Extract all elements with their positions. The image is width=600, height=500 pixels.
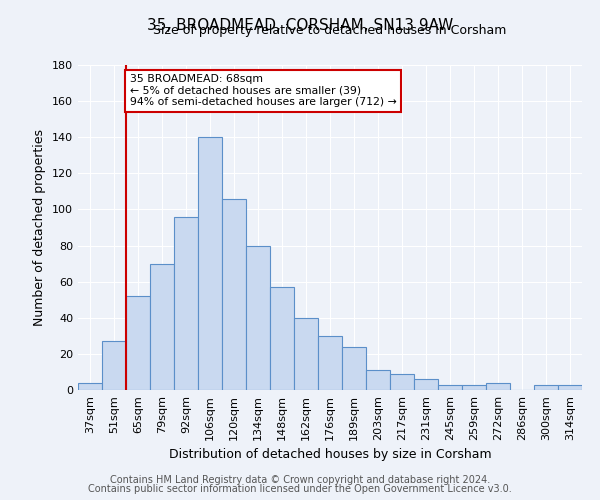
Bar xyxy=(246,246,270,390)
Bar xyxy=(438,384,462,390)
Bar xyxy=(270,287,294,390)
Bar xyxy=(78,383,102,390)
Bar xyxy=(198,137,222,390)
Bar xyxy=(366,370,390,390)
Bar xyxy=(294,318,318,390)
Title: Size of property relative to detached houses in Corsham: Size of property relative to detached ho… xyxy=(154,24,506,38)
X-axis label: Distribution of detached houses by size in Corsham: Distribution of detached houses by size … xyxy=(169,448,491,462)
Bar xyxy=(558,384,582,390)
Bar xyxy=(534,384,558,390)
Bar xyxy=(318,336,342,390)
Bar xyxy=(486,383,510,390)
Bar xyxy=(174,216,198,390)
Bar xyxy=(414,379,438,390)
Bar xyxy=(222,198,246,390)
Bar xyxy=(390,374,414,390)
Bar xyxy=(342,346,366,390)
Bar xyxy=(102,341,126,390)
Y-axis label: Number of detached properties: Number of detached properties xyxy=(34,129,46,326)
Text: Contains public sector information licensed under the Open Government Licence v3: Contains public sector information licen… xyxy=(88,484,512,494)
Text: Contains HM Land Registry data © Crown copyright and database right 2024.: Contains HM Land Registry data © Crown c… xyxy=(110,475,490,485)
Bar xyxy=(126,296,150,390)
Text: 35, BROADMEAD, CORSHAM, SN13 9AW: 35, BROADMEAD, CORSHAM, SN13 9AW xyxy=(147,18,453,32)
Bar xyxy=(150,264,174,390)
Bar xyxy=(462,384,486,390)
Text: 35 BROADMEAD: 68sqm
← 5% of detached houses are smaller (39)
94% of semi-detache: 35 BROADMEAD: 68sqm ← 5% of detached hou… xyxy=(130,74,397,107)
